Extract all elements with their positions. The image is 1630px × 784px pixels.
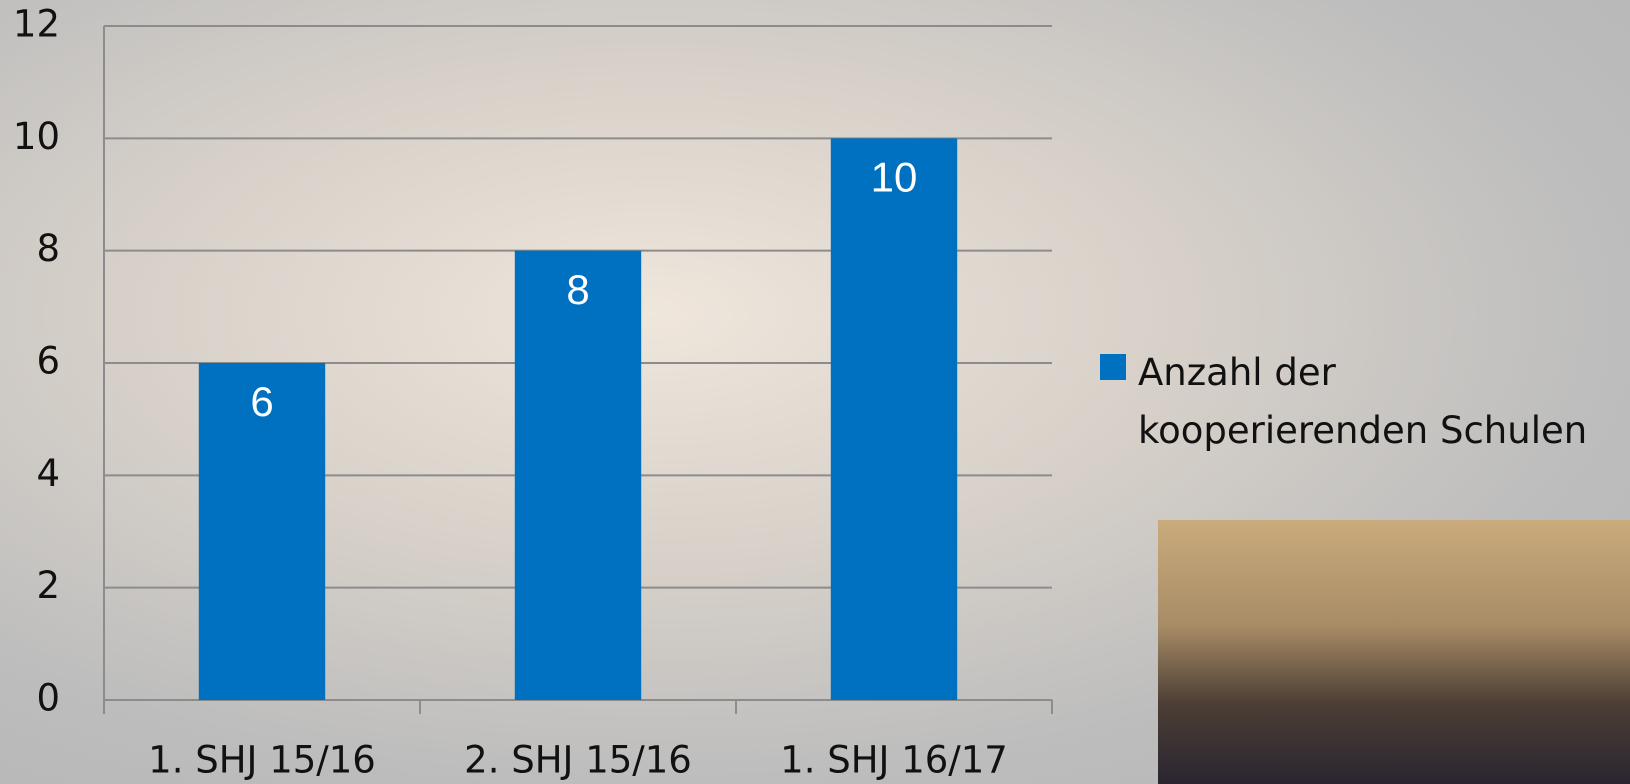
legend-swatch: [1100, 354, 1126, 380]
y-tick-label: 6: [36, 340, 60, 383]
photo: [1158, 520, 1630, 784]
y-tick-label: 4: [36, 452, 60, 495]
bar: [830, 138, 958, 701]
y-tick-label: 0: [36, 677, 60, 720]
bar: [198, 363, 326, 700]
data-label: 10: [871, 153, 918, 200]
x-tick-label: 2. SHJ 15/16: [464, 739, 692, 782]
x-tick-label: 1. SHJ 15/16: [148, 739, 376, 782]
y-tick-label: 12: [13, 3, 60, 46]
legend-label: Anzahl der kooperierenden Schulen: [1138, 351, 1588, 452]
legend: Anzahl der kooperierenden Schulen: [1100, 344, 1620, 460]
x-tick-label: 1. SHJ 16/17: [780, 739, 1008, 782]
data-label: 6: [250, 378, 273, 425]
data-label: 8: [566, 266, 589, 313]
bar: [514, 250, 642, 700]
y-tick-label: 10: [13, 115, 60, 158]
y-tick-label: 8: [36, 227, 60, 270]
y-tick-label: 2: [36, 564, 60, 607]
